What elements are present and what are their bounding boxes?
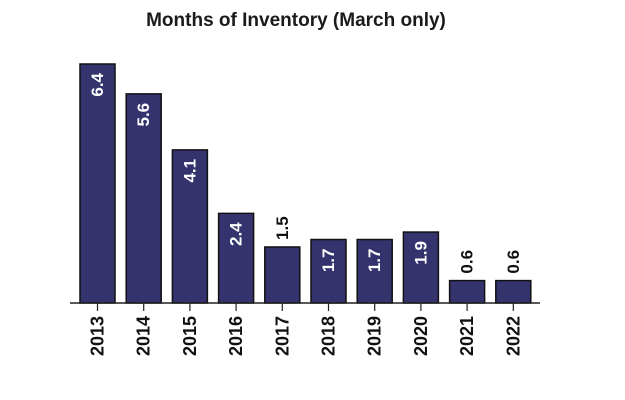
x-tick-label-2014: 2014 — [134, 316, 154, 356]
data-label-2015: 4.1 — [180, 159, 199, 183]
x-tick-label-2019: 2019 — [365, 316, 385, 356]
x-tick-label-2018: 2018 — [319, 316, 339, 356]
x-tick-label-2017: 2017 — [272, 316, 292, 356]
bar-2014 — [125, 93, 162, 304]
x-tick-labels-group: 2013 2014 2015 2016 2017 2018 2019 2020 2021 2022 — [88, 316, 524, 356]
data-label-2020: 1.9 — [411, 241, 430, 265]
bar-2013 — [79, 63, 116, 304]
chart-title: Months of Inventory (March only) — [146, 10, 446, 31]
data-label-2014: 5.6 — [134, 103, 153, 127]
bar-2017 — [264, 246, 301, 304]
bar-2020 — [402, 231, 440, 304]
data-label-2016: 2.4 — [227, 222, 246, 246]
bar-2016 — [217, 212, 255, 304]
data-label-2018: 1.7 — [319, 249, 338, 273]
x-tick-label-2021: 2021 — [457, 316, 477, 356]
x-ticks-group — [96, 303, 514, 311]
bar-2022 — [495, 279, 532, 304]
bar-2018 — [310, 238, 347, 304]
data-label-2021: 0.6 — [458, 250, 477, 274]
data-label-2017: 1.5 — [273, 216, 292, 240]
data-labels-group: 6.4 5.6 4.1 2.4 1.5 1.7 1.7 1.9 0.6 0.6 — [88, 72, 523, 273]
x-tick-label-2020: 2020 — [411, 316, 431, 356]
x-tick-label-2016: 2016 — [226, 316, 246, 356]
bar-2021 — [448, 279, 486, 304]
data-label-2019: 1.7 — [365, 249, 384, 273]
data-label-2013: 6.4 — [88, 72, 107, 96]
x-tick-label-2022: 2022 — [503, 316, 523, 356]
bars-group — [79, 63, 532, 304]
x-tick-label-2015: 2015 — [180, 316, 200, 356]
x-tick-label-2013: 2013 — [88, 316, 108, 356]
data-label-2022: 0.6 — [504, 250, 523, 274]
